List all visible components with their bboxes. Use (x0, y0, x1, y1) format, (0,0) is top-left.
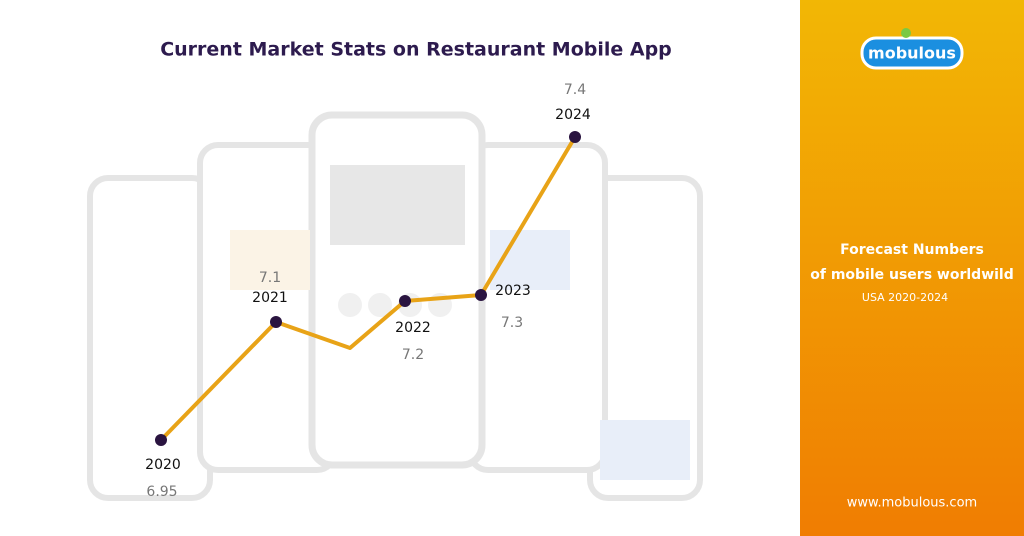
logo-text: mobulous (868, 44, 956, 63)
point-year: 2021 (252, 290, 288, 306)
logo-leaf (901, 28, 911, 38)
panel-line: Forecast Numbers (840, 242, 984, 258)
side-panel (800, 0, 1024, 536)
point-year: 2022 (395, 320, 431, 336)
website: www.mobulous.com (847, 496, 977, 511)
point-dot (569, 131, 581, 143)
point-dot (399, 295, 411, 307)
background (0, 0, 800, 536)
trend-line (159, 135, 577, 442)
point-dot (270, 316, 282, 328)
point-dot (475, 289, 487, 301)
point-year: 2024 (555, 107, 591, 123)
point-value: 7.3 (501, 315, 523, 331)
logo-badge (860, 36, 964, 70)
point-value: 7.4 (564, 82, 586, 98)
panel-subtitle: USA 2020-2024 (862, 291, 948, 304)
point-value: 7.2 (402, 347, 424, 363)
point-value: 7.1 (259, 270, 281, 286)
panel-line: of mobile users worldwild (810, 267, 1014, 283)
point-year: 2023 (495, 283, 531, 299)
point-year: 2020 (145, 457, 181, 473)
point-value: 6.95 (146, 484, 177, 500)
point-dot (155, 434, 167, 446)
title: Current Market Stats on Restaurant Mobil… (160, 39, 672, 61)
